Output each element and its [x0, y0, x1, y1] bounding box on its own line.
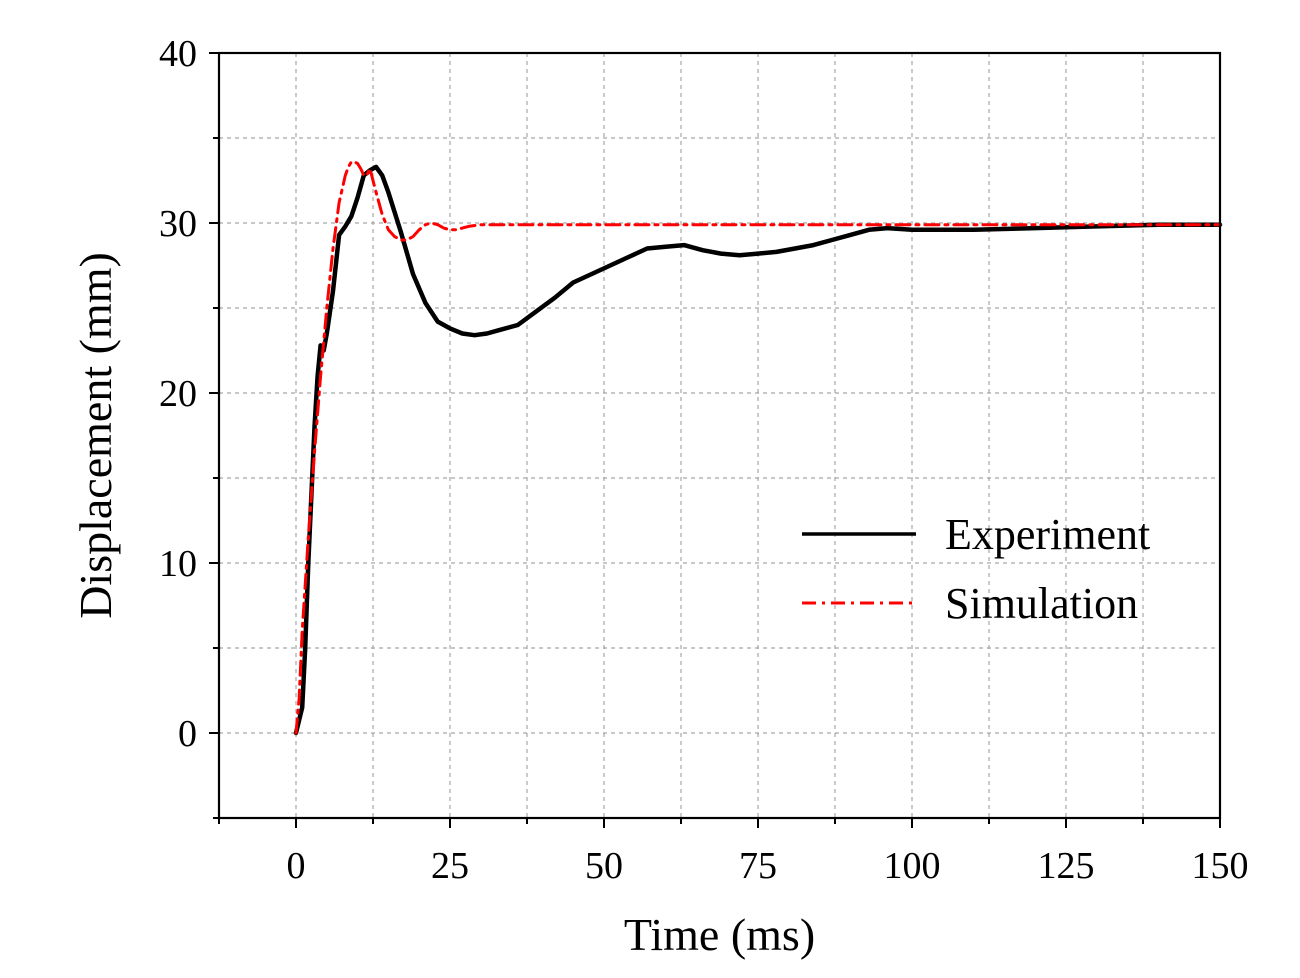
y-tick-label: 10 — [159, 543, 197, 585]
x-tick-label: 25 — [431, 845, 469, 887]
legend-label-experiment: Experiment — [945, 510, 1150, 559]
grid — [219, 53, 1220, 818]
y-tick-label: 30 — [159, 203, 197, 245]
series-line-simulation — [294, 160, 1222, 735]
x-tick-label: 100 — [884, 845, 941, 887]
y-tick-label: 20 — [159, 373, 197, 415]
series-line-experiment — [293, 164, 1223, 736]
x-tick-label: 75 — [739, 845, 777, 887]
plot-frame — [217, 51, 1222, 820]
x-tick-label: 150 — [1192, 845, 1249, 887]
series-lines — [293, 160, 1223, 736]
y-tick-label: 40 — [159, 33, 197, 75]
y-axis-title: Displacement (mm) — [70, 252, 121, 619]
legend: Experiment Simulation — [802, 510, 1150, 628]
tick-labels: 0 25 50 75 100 125 150 0 10 20 30 40 — [159, 33, 1249, 887]
ticks — [209, 52, 1221, 828]
x-axis-title: Time (ms) — [624, 909, 815, 960]
x-tick-label: 50 — [585, 845, 623, 887]
y-tick-label: 0 — [178, 713, 197, 755]
x-tick-label: 0 — [287, 845, 306, 887]
x-tick-label: 125 — [1038, 845, 1095, 887]
legend-label-simulation: Simulation — [945, 579, 1138, 628]
